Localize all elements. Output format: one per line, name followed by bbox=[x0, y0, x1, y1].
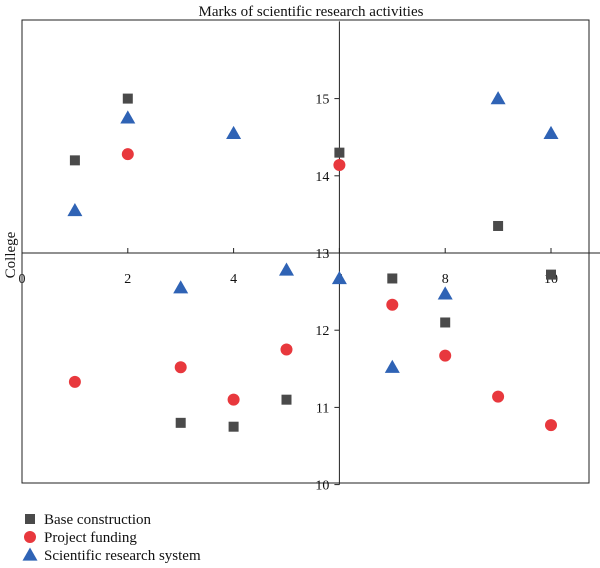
y-tick-label: 10 bbox=[315, 479, 329, 494]
data-point-series-2 bbox=[227, 393, 240, 406]
data-point-series-3 bbox=[437, 286, 453, 300]
data-point-series-2 bbox=[439, 349, 452, 362]
data-point-series-2 bbox=[492, 390, 505, 403]
data-point-series-2 bbox=[333, 158, 346, 171]
data-point-series-1 bbox=[175, 417, 186, 428]
data-point-series-3 bbox=[543, 125, 559, 139]
legend-marker-3 bbox=[22, 547, 38, 561]
y-tick-label: 15 bbox=[315, 93, 329, 108]
data-point-series-3 bbox=[67, 203, 83, 217]
y-axis-label: College bbox=[3, 231, 19, 278]
legend-marker-1 bbox=[25, 514, 35, 524]
data-point-series-3 bbox=[173, 280, 189, 294]
data-point-series-2 bbox=[174, 361, 187, 374]
data-point-series-3 bbox=[120, 110, 136, 124]
y-tick-label: 14 bbox=[315, 170, 329, 185]
data-point-series-1 bbox=[228, 421, 239, 432]
data-point-series-2 bbox=[121, 148, 134, 161]
data-point-series-1 bbox=[69, 155, 80, 166]
data-point-series-1 bbox=[546, 269, 556, 280]
data-point-series-3 bbox=[226, 125, 242, 139]
data-point-series-1 bbox=[493, 220, 504, 231]
axes: 0246810101112131415 bbox=[19, 21, 600, 494]
x-tick-label: 8 bbox=[442, 272, 449, 287]
data-marks bbox=[67, 91, 559, 432]
data-point-series-1 bbox=[387, 273, 398, 284]
data-point-series-2 bbox=[280, 343, 293, 356]
y-tick-label: 11 bbox=[316, 401, 329, 416]
data-point-series-1 bbox=[334, 147, 345, 158]
x-tick-label: 4 bbox=[230, 272, 237, 287]
data-point-series-2 bbox=[68, 375, 81, 388]
legend-label-1: Base construction bbox=[44, 512, 152, 528]
plot-frame bbox=[21, 19, 590, 484]
data-point-series-3 bbox=[279, 262, 294, 276]
x-tick-label: 0 bbox=[19, 272, 26, 287]
y-tick-label: 12 bbox=[315, 324, 329, 339]
data-point-series-1 bbox=[281, 394, 292, 405]
data-point-series-2 bbox=[386, 298, 399, 311]
data-point-series-1 bbox=[440, 317, 451, 328]
x-tick-label: 2 bbox=[124, 272, 131, 287]
y-tick-label: 13 bbox=[315, 247, 329, 262]
data-point-series-3 bbox=[384, 359, 400, 373]
data-point-series-3 bbox=[331, 270, 347, 285]
legend-label-3: Scientific research system bbox=[44, 548, 201, 564]
data-point-series-3 bbox=[490, 91, 506, 105]
legend: Base construction Project funding Scientif… bbox=[22, 512, 201, 564]
legend-marker-2 bbox=[24, 531, 36, 543]
chart-title: Marks of scientific research activities bbox=[199, 4, 424, 20]
data-point-series-1 bbox=[122, 93, 133, 104]
data-point-series-2 bbox=[545, 419, 557, 432]
legend-label-2: Project funding bbox=[44, 530, 137, 546]
